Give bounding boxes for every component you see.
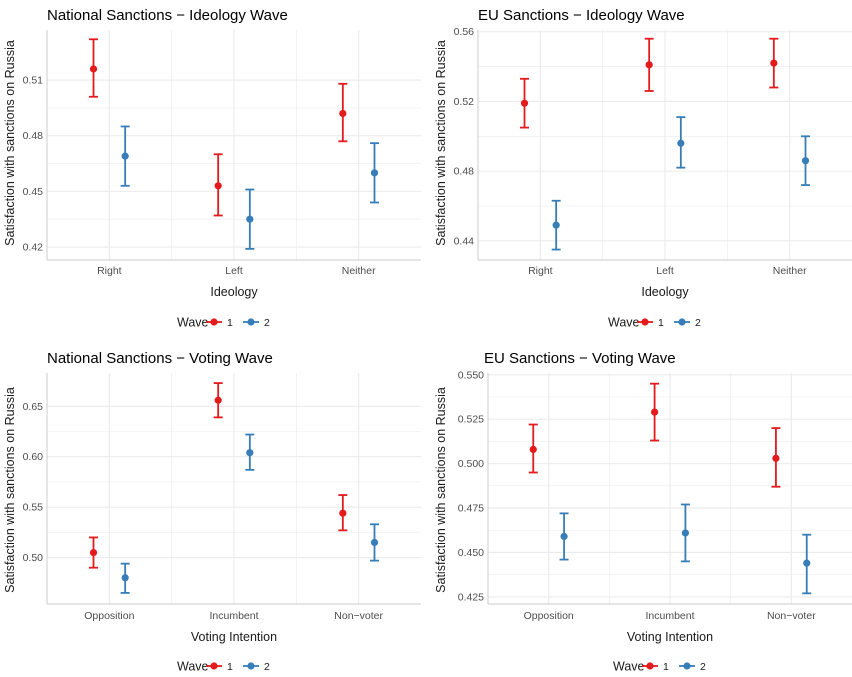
y-tick-label: 0.550 — [458, 369, 484, 381]
panel-4: 0.425 0.450 0.475 0.500 0.525 0.550 Opposition… — [434, 350, 852, 674]
chart-title: National Sanctions − Voting Wave — [47, 350, 273, 367]
data-point — [801, 157, 810, 165]
data-point — [552, 221, 560, 229]
data-point — [89, 65, 98, 73]
x-tick-label: Left — [225, 265, 243, 277]
chart-title: EU Sanctions − Ideology Wave — [478, 7, 685, 24]
x-axis-label: Voting Intention — [191, 630, 277, 644]
data-point — [339, 109, 347, 118]
y-tick-label: 0.425 — [458, 591, 484, 603]
legend-label: 2 — [695, 317, 701, 329]
legend-key-1: 1 — [206, 317, 233, 329]
y-tick-label: 0.56 — [454, 26, 475, 38]
legend-label: 1 — [227, 317, 233, 329]
data-point — [370, 169, 379, 177]
data-point — [803, 559, 811, 567]
legend-label: 2 — [700, 661, 706, 673]
legend-title: Wave — [177, 660, 209, 674]
x-tick-label: Right — [528, 265, 553, 277]
data-point — [650, 408, 659, 416]
data-point — [246, 449, 254, 457]
data-point — [560, 532, 568, 541]
legend-label: 2 — [264, 317, 270, 329]
data-point — [214, 182, 222, 190]
y-tick-label: 0.48 — [23, 130, 44, 142]
data-point — [370, 538, 379, 547]
legend-title: Wave — [608, 316, 640, 330]
data-point — [529, 445, 537, 454]
y-tick-label: 0.500 — [458, 458, 484, 470]
legend: Wave 1 2 — [608, 316, 701, 330]
y-tick-label: 0.55 — [23, 502, 44, 514]
y-tick-label: 0.50 — [23, 552, 44, 564]
legend-label: 1 — [658, 317, 664, 329]
chart-title: National Sanctions − Ideology Wave — [47, 7, 288, 24]
x-tick-label: Non−voter — [334, 610, 383, 622]
data-point — [772, 454, 780, 462]
data-point — [246, 215, 254, 223]
legend-key-2: 2 — [243, 317, 270, 329]
y-axis-label: Satisfaction with sanctions on Russia — [3, 387, 17, 593]
data-point — [121, 574, 129, 582]
y-tick-label: 0.52 — [454, 96, 475, 108]
y-axis-label: Satisfaction with sanctions on Russia — [3, 40, 17, 246]
y-tick-label: 0.42 — [23, 242, 44, 254]
x-tick-label: Neither — [342, 265, 376, 277]
data-point — [677, 139, 685, 147]
chart-title: EU Sanctions − Voting Wave — [484, 350, 676, 367]
x-tick-label: Opposition — [84, 610, 134, 622]
x-tick-label: Non−voter — [767, 610, 816, 622]
legend-key-2: 2 — [679, 661, 706, 673]
data-point — [89, 548, 98, 557]
legend-label: 1 — [227, 661, 233, 673]
data-point — [214, 396, 222, 404]
data-point — [339, 509, 347, 517]
data-point — [645, 61, 653, 69]
data-point — [121, 152, 129, 160]
x-tick-label: Incumbent — [209, 610, 258, 622]
x-tick-label: Right — [97, 265, 122, 277]
legend: Wave 1 2 — [177, 316, 270, 330]
y-tick-label: 0.45 — [23, 186, 44, 198]
y-tick-label: 0.475 — [458, 503, 484, 515]
x-axis-label: Voting Intention — [627, 630, 713, 644]
legend-key-1: 1 — [206, 661, 233, 673]
y-axis-label: Satisfaction with sanctions on Russia — [434, 387, 448, 593]
panel-2: 0.44 0.48 0.52 0.56 Right Left Neither EU Sanct… — [434, 7, 852, 330]
legend-key-2: 2 — [674, 317, 701, 329]
legend-key-2: 2 — [243, 661, 270, 673]
panel-3: 0.50 0.55 0.60 0.65 Opposition Incumbent Non−v… — [3, 350, 421, 674]
data-point — [520, 99, 529, 107]
x-tick-label: Opposition — [524, 610, 574, 622]
x-tick-label: Left — [656, 265, 674, 277]
legend-title: Wave — [613, 660, 645, 674]
y-tick-label: 0.525 — [458, 414, 484, 426]
y-axis-label: Satisfaction with sanctions on Russia — [434, 40, 448, 246]
x-axis-label: Ideology — [210, 285, 258, 299]
data-point — [770, 59, 778, 67]
legend-label: 1 — [663, 661, 669, 673]
legend-label: 2 — [264, 661, 270, 673]
y-tick-label: 0.51 — [23, 75, 44, 87]
y-tick-label: 0.60 — [23, 451, 44, 463]
legend-key-1: 1 — [642, 661, 669, 673]
data-point — [681, 529, 690, 537]
y-tick-label: 0.65 — [23, 401, 44, 413]
legend-key-1: 1 — [637, 317, 664, 329]
panel-1: 0.42 0.45 0.48 0.51 Right Left Neither National… — [3, 7, 421, 330]
y-tick-label: 0.44 — [454, 235, 475, 247]
y-tick-label: 0.450 — [458, 547, 484, 559]
x-tick-label: Neither — [773, 265, 807, 277]
y-tick-label: 0.48 — [454, 166, 475, 178]
x-tick-label: Incumbent — [645, 610, 694, 622]
legend: Wave 1 2 — [177, 660, 270, 674]
x-axis-label: Ideology — [641, 285, 689, 299]
legend-title: Wave — [177, 316, 209, 330]
legend: Wave 1 2 — [613, 660, 706, 674]
